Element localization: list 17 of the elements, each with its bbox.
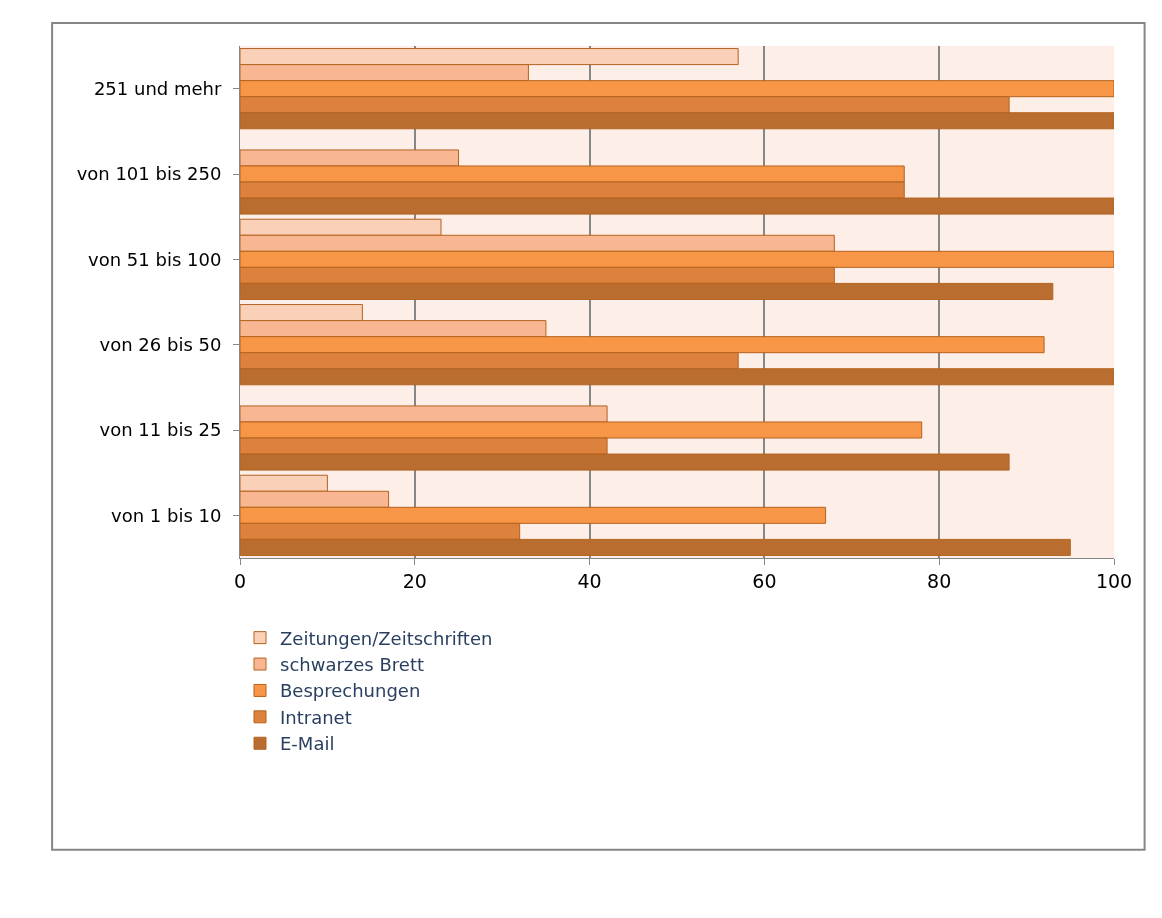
legend-label: schwarzes Brett [280, 654, 424, 676]
y-tick-label: von 51 bis 100 [88, 248, 222, 270]
legend-label: Intranet [280, 706, 352, 728]
x-tick-label: 0 [233, 569, 247, 592]
x-tick-label: 40 [577, 569, 602, 592]
x-tick-label: 80 [927, 569, 952, 592]
y-tick-label: von 11 bis 25 [99, 419, 222, 441]
y-tick-label: von 101 bis 250 [76, 163, 222, 185]
y-tick-label: 251 und mehr [93, 77, 222, 99]
legend-label: E-Mail [280, 733, 335, 755]
x-tick-label: 60 [752, 569, 777, 592]
y-tick-label: von 26 bis 50 [99, 333, 222, 355]
y-tick-label: von 1 bis 10 [110, 504, 222, 526]
legend-label: Besprechungen [280, 680, 421, 702]
x-tick-label: 100 [1095, 569, 1133, 592]
legend-label: Zeitungen/Zeitschriften [280, 627, 493, 649]
x-tick-label: 20 [402, 569, 427, 592]
